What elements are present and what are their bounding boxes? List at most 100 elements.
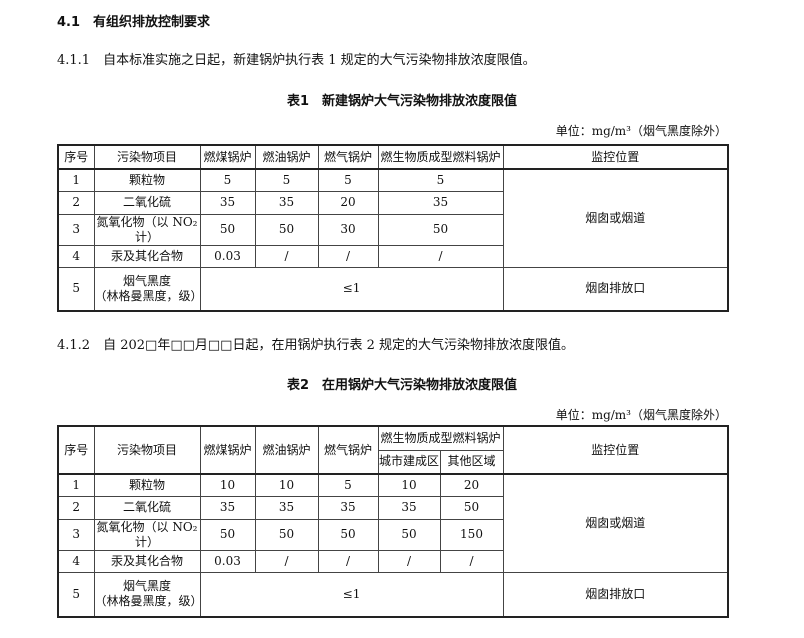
clause-4-1-1: 4.1.1 自本标准实施之日起，新建锅炉执行表 1 规定的大气污染物排放浓度限值… [57, 49, 536, 68]
table1: 序号 污染物项目 燃煤锅炉 燃油锅炉 燃气锅炉 燃生物质成型燃料锅炉 监控位置 1 颗粒物 5 5… [57, 144, 729, 312]
cell: 35 [377, 190, 504, 215]
table2-title: 表2 在用锅炉大气污染物排放浓度限值 [286, 378, 518, 393]
header-cell: 燃煤锅炉 [199, 144, 256, 170]
cell: 50 [199, 518, 256, 551]
cell: 35 [199, 495, 256, 520]
table-header-row: 序号 污染物项目 燃煤锅炉 燃油锅炉 燃气锅炉 燃生物质成型燃料锅炉 监控位置 [57, 144, 729, 170]
clause-text: 自本标准实施之日起，新建锅炉执行表 1 规定的大气污染物排放浓度限值。 [103, 53, 536, 68]
subheader-cell: 城市建成区 [377, 449, 441, 475]
cell: 35 [317, 495, 379, 520]
cell: 10 [254, 473, 319, 497]
item-line: 烟气黑度 [122, 273, 171, 288]
header-cell: 污染物项目 [93, 144, 201, 170]
header-cell: 燃生物质成型燃料锅炉 [377, 144, 504, 170]
cell: 氮氧化物（以 NO₂ 计） [93, 518, 201, 551]
cell: / [254, 244, 319, 268]
cell: / [317, 549, 379, 573]
cell: 5 [199, 168, 256, 192]
cell: / [377, 549, 441, 573]
cell: ≤1 [199, 571, 504, 618]
clause-text: 自 202□年□□月□□日起，在用锅炉执行表 2 规定的大气污染物排放浓度限值。 [103, 338, 574, 353]
cell: / [317, 244, 379, 268]
table-subheader-row: 城市建成区 其他区域 [58, 449, 728, 475]
cell: ≤1 [199, 266, 504, 312]
location-cell: 烟囱或烟道 [502, 473, 729, 573]
cell: 二氧化硫 [93, 190, 201, 215]
cell: 150 [439, 518, 504, 551]
cell: 35 [254, 495, 319, 520]
clause-number: 4.1.1 [57, 53, 91, 68]
cell: 30 [317, 213, 379, 246]
table2-unit: 单位：mg/m³（烟气黑度除外） [555, 408, 727, 422]
location-cell: 烟囱排放口 [502, 571, 729, 618]
header-cell: 序号 [57, 425, 95, 475]
cell: 4 [57, 244, 95, 268]
header-cell: 监控位置 [502, 425, 729, 475]
cell: 0.03 [199, 549, 256, 573]
header-cell: 燃生物质成型燃料锅炉 [377, 425, 504, 451]
table-row: 4 汞及其化合物 0.03// / [57, 244, 728, 268]
cell: 烟气黑度 （林格曼黑度，级） [93, 571, 203, 618]
header-cell: 序号 [57, 144, 95, 170]
cell: 氮氧化物（以 NO₂ 计） [93, 213, 201, 246]
table2: 序号 污染物项目 燃煤锅炉 燃油锅炉 燃气锅炉 燃生物质成型燃料锅炉 监控位置 城市建成区其… [57, 425, 730, 618]
cell: 50 [254, 518, 319, 551]
cell: 2 [57, 495, 95, 520]
cell: 35 [377, 495, 441, 520]
cell: 50 [199, 213, 256, 246]
cell: / [439, 549, 504, 573]
cell: 3 [57, 213, 95, 246]
cell: 颗粒物 [93, 168, 201, 192]
header-cell: 燃油锅炉 [254, 144, 319, 170]
cell: 5 [254, 168, 319, 192]
header-cell: 燃煤锅炉 [199, 425, 256, 475]
location-cell: 烟囱排放口 [502, 266, 729, 312]
table-row: 5 烟气黑度 （林格曼黑度，级） ≤1 烟囱排放口 [57, 266, 729, 312]
header-cell: 监控位置 [502, 144, 729, 170]
cell: 10 [377, 473, 441, 497]
table-row: 2 二氧化硫 35 35 20 35 [57, 190, 728, 215]
cell: 20 [439, 473, 504, 497]
cell: 1 [57, 168, 95, 192]
cell: / [377, 244, 504, 268]
section-title: 有组织排放控制要求 [93, 15, 211, 30]
table-row: 5 烟气黑度 （林格曼黑度，级） ≤1 烟囱排放口 [57, 571, 729, 618]
cell: 二氧化硫 [93, 495, 201, 520]
cell: 2 [57, 190, 95, 215]
cell: 4 [57, 549, 95, 573]
cell: 5 [57, 266, 95, 312]
table-row: 3 氮氧化物（以 NO₂ 计） 50 50 30 50 [57, 213, 728, 246]
table1-unit: 单位：mg/m³（烟气黑度除外） [555, 124, 727, 138]
cell: 50 [377, 518, 441, 551]
cell: 0.03 [199, 244, 256, 268]
cell: 汞及其化合物 [93, 244, 201, 268]
item-line: （林格曼黑度，级） [94, 594, 203, 609]
cell: 5 [377, 168, 504, 192]
cell: 50 [439, 495, 504, 520]
cell: 35 [254, 190, 319, 215]
location-cell: 烟囱或烟道 [502, 168, 729, 268]
cell: / [254, 549, 319, 573]
cell: 1 [57, 473, 95, 497]
table-row: 1 颗粒物 5 5 5 5 烟囱或烟道 [57, 168, 729, 268]
table-header-row: 序号 污染物项目 燃煤锅炉 燃油锅炉 燃气锅炉 燃生物质成型燃料锅炉 监控位置 [57, 425, 729, 475]
item-line: （林格曼黑度，级） [94, 288, 203, 303]
cell: 5 [57, 571, 95, 618]
clause-number: 4.1.2 [57, 338, 91, 353]
clause-4-1-2: 4.1.2 自 202□年□□月□□日起，在用锅炉执行表 2 规定的大气污染物排… [57, 334, 574, 353]
cell: 3 [57, 518, 95, 551]
subheader-cell: 其他区域 [439, 449, 504, 475]
header-cell: 燃气锅炉 [317, 425, 379, 475]
cell: 20 [317, 190, 379, 215]
cell: 50 [377, 213, 504, 246]
cell: 50 [317, 518, 379, 551]
section-number: 4.1 [57, 15, 81, 30]
cell: 汞及其化合物 [93, 549, 201, 573]
cell: 5 [317, 168, 379, 192]
header-cell: 污染物项目 [93, 425, 201, 475]
cell: 35 [199, 190, 256, 215]
cell: 颗粒物 [93, 473, 201, 497]
section-heading: 4.1 有组织排放控制要求 [57, 11, 210, 30]
table1-title: 表1 新建锅炉大气污染物排放浓度限值 [286, 94, 518, 109]
header-cell: 燃油锅炉 [254, 425, 319, 475]
